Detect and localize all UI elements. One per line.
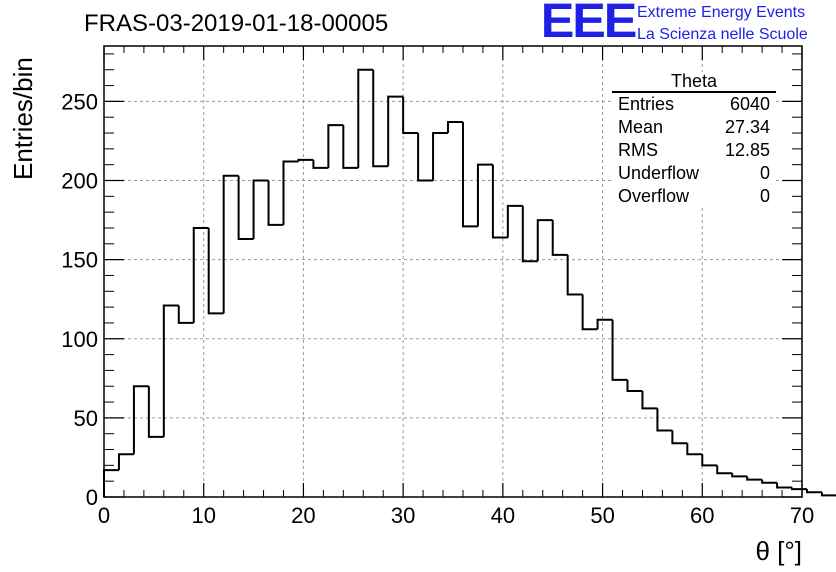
x-tick-label: 40 bbox=[491, 503, 515, 528]
histogram-bin bbox=[656, 408, 673, 432]
stats-box: Theta Entries 6040 Mean 27.34 RMS 12.85 … bbox=[612, 72, 776, 208]
histogram-bin bbox=[521, 205, 538, 263]
histogram-bin bbox=[192, 226, 209, 323]
histogram-bin bbox=[207, 227, 224, 315]
histogram-bin bbox=[342, 125, 359, 169]
eee-logo-mark: EEE bbox=[540, 0, 638, 48]
histogram-bin bbox=[387, 95, 404, 167]
histogram-bin bbox=[566, 254, 583, 296]
histogram-bin bbox=[117, 453, 134, 471]
histogram-bin bbox=[820, 492, 836, 497]
stats-title: Theta bbox=[612, 72, 776, 93]
y-axis-label: Entries/bin bbox=[8, 57, 38, 180]
histogram-bin bbox=[476, 163, 493, 227]
histogram-bin bbox=[312, 159, 329, 169]
histogram-bin bbox=[417, 133, 434, 182]
stat-label: Underflow bbox=[618, 163, 700, 183]
plot-frame bbox=[103, 45, 803, 498]
histogram-bin bbox=[746, 476, 763, 481]
histogram-bin bbox=[147, 386, 164, 438]
histogram-bin bbox=[297, 158, 314, 162]
histogram-bin bbox=[461, 121, 478, 228]
histogram-bin bbox=[776, 482, 793, 489]
histogram-bin bbox=[626, 379, 643, 392]
stat-row-entries: Entries 6040 bbox=[612, 93, 776, 116]
y-tick-label: 250 bbox=[61, 89, 98, 114]
histogram-bin bbox=[611, 319, 628, 381]
histogram-bin bbox=[761, 479, 778, 484]
histogram-bin bbox=[357, 68, 374, 168]
y-tick-label: 150 bbox=[61, 248, 98, 273]
histogram-bin bbox=[162, 304, 179, 437]
histogram-bin bbox=[686, 443, 703, 456]
histogram-bin bbox=[132, 385, 149, 455]
stat-label: RMS bbox=[618, 140, 658, 160]
stat-label: Entries bbox=[618, 94, 675, 114]
x-tick-label: 50 bbox=[590, 503, 614, 528]
histogram-bin bbox=[551, 220, 568, 256]
histogram-bin bbox=[432, 132, 449, 181]
histogram-bin bbox=[177, 305, 194, 324]
y-tick-label: 200 bbox=[61, 169, 98, 194]
x-axis-label: θ [°] bbox=[755, 536, 802, 566]
histogram-bin bbox=[805, 489, 822, 494]
histogram-bin bbox=[103, 469, 119, 497]
histogram-bars bbox=[103, 68, 836, 497]
chart-title: FRAS-03-2019-01-18-00005 bbox=[84, 10, 389, 37]
x-tick-label: 0 bbox=[98, 503, 110, 528]
stat-label: Mean bbox=[618, 117, 664, 137]
histogram-bin bbox=[252, 179, 269, 240]
histogram-bin bbox=[282, 160, 299, 225]
stat-row-overflow: Overflow 0 bbox=[612, 185, 776, 208]
y-tick-label: 0 bbox=[86, 485, 98, 510]
stat-value: 27.34 bbox=[724, 117, 770, 137]
axis-tick-labels: 0 10 20 30 40 50 60 70 0 50 100 150 200 250 bbox=[61, 89, 814, 528]
x-tick-label: 70 bbox=[790, 503, 814, 528]
stat-value: 6040 bbox=[729, 94, 770, 114]
stat-value: 0 bbox=[759, 163, 770, 183]
stat-row-rms: RMS 12.85 bbox=[612, 139, 776, 162]
histogram-bin bbox=[596, 318, 613, 330]
axis-ticks bbox=[103, 46, 803, 498]
stat-row-mean: Mean 27.34 bbox=[612, 116, 776, 139]
y-tick-label: 100 bbox=[61, 327, 98, 352]
histogram-bin bbox=[372, 69, 389, 168]
histogram-bin bbox=[491, 164, 508, 239]
logo-text-line2: La Scienza nelle Scuole bbox=[637, 26, 808, 43]
stat-value: 0 bbox=[759, 186, 770, 206]
histogram-bin bbox=[671, 430, 688, 445]
stat-row-underflow: Underflow 0 bbox=[612, 162, 776, 185]
grid-lines bbox=[104, 46, 802, 497]
histogram-bin bbox=[506, 204, 523, 238]
histogram-bin bbox=[447, 120, 463, 134]
histogram-bin bbox=[267, 180, 284, 226]
histogram-bin bbox=[402, 96, 419, 135]
logo-text-line1: Extreme Energy Events bbox=[637, 4, 806, 21]
histogram-bin bbox=[701, 454, 718, 467]
histogram-bin bbox=[791, 487, 807, 491]
histogram-bin bbox=[222, 174, 239, 314]
x-tick-label: 30 bbox=[391, 503, 415, 528]
stat-value: 12.85 bbox=[724, 140, 770, 160]
x-tick-label: 60 bbox=[690, 503, 714, 528]
histogram-bin bbox=[731, 473, 748, 478]
histogram-bin bbox=[716, 465, 733, 475]
stat-label: Overflow bbox=[618, 186, 690, 206]
histogram-bin bbox=[641, 390, 658, 410]
y-tick-label: 50 bbox=[74, 406, 98, 431]
histogram-bin bbox=[327, 124, 344, 168]
x-tick-label: 10 bbox=[191, 503, 215, 528]
histogram-bin bbox=[536, 219, 553, 262]
histogram-bin bbox=[581, 294, 598, 331]
histogram-bin bbox=[237, 175, 254, 241]
x-tick-label: 20 bbox=[291, 503, 315, 528]
